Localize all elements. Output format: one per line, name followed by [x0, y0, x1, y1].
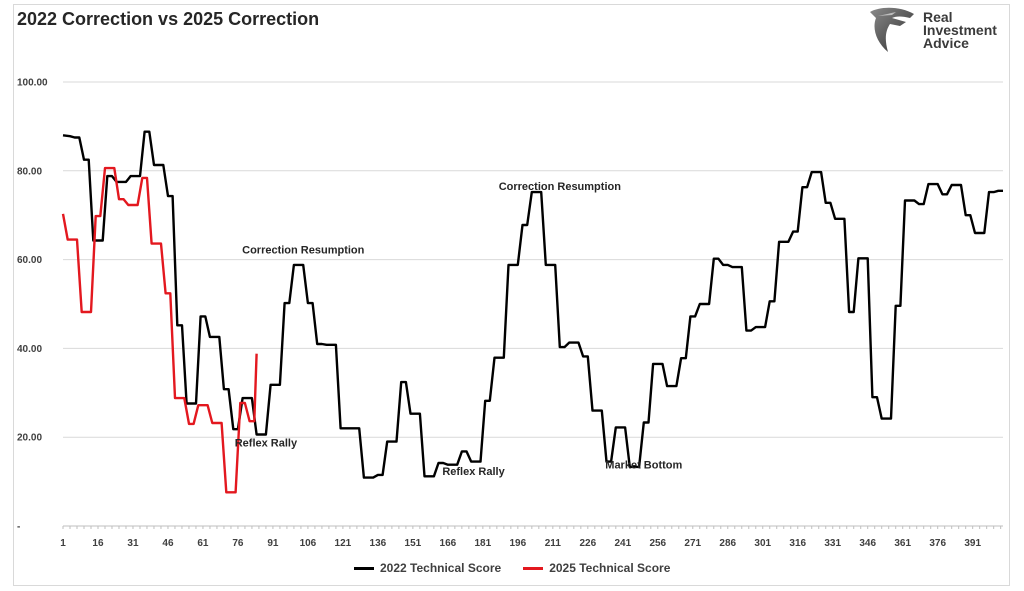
x-tick-label: 136 — [370, 538, 387, 549]
x-tick-label: 241 — [614, 538, 631, 549]
x-tick-label: 166 — [440, 538, 457, 549]
x-tick-label: 361 — [894, 538, 911, 549]
annotation-label: Reflex Rally — [235, 438, 298, 450]
series-line-2022 — [62, 130, 1003, 479]
x-tick-label: 301 — [754, 538, 771, 549]
y-axis-labels: - 20.00 40.00 60.00 80.00 100.00 — [17, 78, 48, 533]
x-tick-label: 391 — [964, 538, 981, 549]
x-tick-label: 196 — [509, 538, 526, 549]
x-tick-label: 331 — [824, 538, 841, 549]
x-tick-label: 316 — [789, 538, 806, 549]
x-tick-label: 226 — [579, 538, 596, 549]
logo-line-1: Real — [923, 9, 953, 25]
legend-item-2022: 2022 Technical Score — [354, 561, 501, 575]
x-tick-label: 181 — [475, 538, 492, 549]
x-tick-label: 46 — [162, 538, 174, 549]
series-line-2025 — [61, 166, 258, 494]
legend-swatch-2025 — [523, 566, 544, 570]
legend-label-2025: 2025 Technical Score — [549, 561, 671, 575]
legend-label-2022: 2022 Technical Score — [380, 561, 502, 575]
chart-title: 2022 Correction vs 2025 Correction — [17, 9, 320, 29]
annotation-label: Market Bottom — [605, 459, 682, 471]
x-tick-label: 1 — [60, 538, 66, 549]
x-tick-label: 91 — [267, 538, 279, 549]
x-tick-label: 31 — [127, 538, 139, 549]
annotation-label: Reflex Rally — [442, 466, 505, 478]
y-tick-label: 60.00 — [17, 255, 42, 266]
logo-wordmark: Real Investment Advice — [923, 9, 997, 51]
y-tick-label: 40.00 — [17, 344, 42, 355]
x-tick-label: 346 — [859, 538, 876, 549]
y-tick-label: 100.00 — [17, 78, 48, 89]
annotations: Correction Resumption Reflex Rally Reflex … — [235, 181, 683, 478]
chart-frame — [13, 4, 1010, 586]
legend: 2022 Technical Score 2025 Technical Scor… — [354, 560, 692, 576]
legend-item-2025: 2025 Technical Score — [523, 561, 670, 575]
y-tick-label: - — [17, 522, 20, 533]
logo: Real Investment Advice — [866, 6, 1012, 56]
legend-swatch-2022 — [354, 566, 374, 570]
x-tick-label: 256 — [649, 538, 666, 549]
y-tick-label: 80.00 — [17, 166, 42, 177]
gridlines — [63, 81, 1003, 438]
eagle-head-icon — [870, 7, 914, 53]
x-tick-label: 151 — [405, 538, 422, 549]
x-tick-label: 271 — [684, 538, 701, 549]
logo-line-3: Advice — [923, 35, 969, 51]
x-tick-label: 16 — [92, 538, 104, 549]
x-axis — [62, 525, 1003, 529]
annotation-label: Correction Resumption — [242, 244, 365, 256]
x-tick-label: 106 — [300, 538, 317, 549]
x-tick-label: 211 — [545, 538, 562, 549]
x-tick-label: 286 — [719, 538, 736, 549]
x-tick-label: 76 — [232, 538, 244, 549]
x-tick-label: 121 — [335, 538, 352, 549]
y-tick-label: 20.00 — [17, 433, 42, 444]
x-tick-label: 376 — [929, 538, 946, 549]
x-tick-label: 61 — [197, 538, 209, 549]
logo-line-2: Investment — [923, 22, 997, 38]
x-axis-labels: 1 16 31 46 61 76 91 106 121 136 151 166 181 196 211 226… — [60, 538, 981, 549]
series-lines — [61, 130, 1003, 494]
annotation-label: Correction Resumption — [499, 181, 622, 193]
